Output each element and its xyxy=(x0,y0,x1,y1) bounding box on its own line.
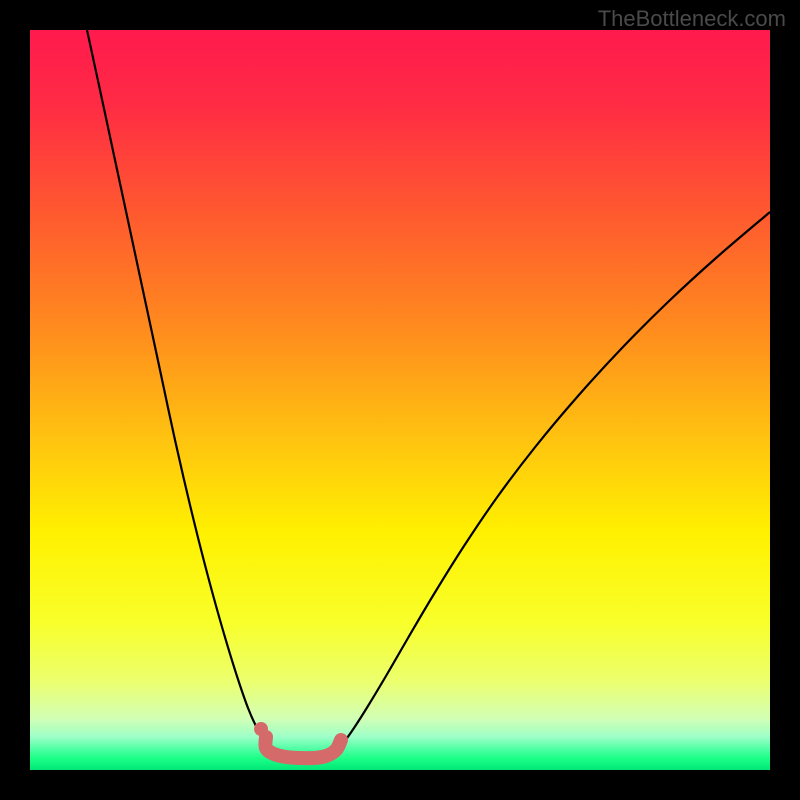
optimal-range-dot xyxy=(254,722,268,736)
bottleneck-chart xyxy=(30,30,770,770)
chart-background xyxy=(30,30,770,770)
watermark-text: TheBottleneck.com xyxy=(598,6,786,32)
chart-svg xyxy=(30,30,770,770)
